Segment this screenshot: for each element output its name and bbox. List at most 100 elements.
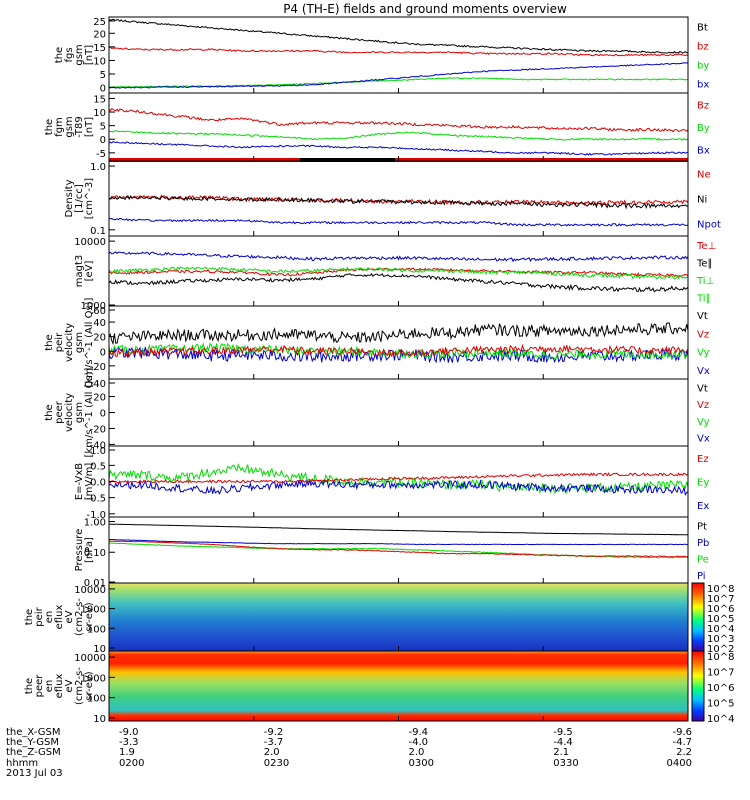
footer-value-x: -9.6 [672,727,692,738]
y-tick-label: 15 [93,94,106,105]
y-axis-label: peer [34,674,45,698]
y-tick-label: 0 [100,135,106,146]
series-line-bz [109,47,689,57]
panel-frame [108,305,689,380]
y-tick-label: 100 [87,624,106,635]
panel-8: 1.00 0.10 0.01 Pressure [nPa] Pt Pb Pe Pi [74,516,709,589]
y-tick-label: 1.0 [90,446,106,457]
y-axis-label: -T89 [74,116,85,138]
footer-value-y: -4.4 [553,737,573,748]
y-axis-label: [km/s^-1 (All Qs)] [84,367,95,457]
y-tick-label: 10 [93,108,106,119]
legend-entry: Bz [697,100,709,111]
colorbar-scale [691,650,705,722]
series-line-pe [108,542,689,559]
series-line-vt [108,322,689,346]
series-line-ti [108,251,689,263]
colorbar-tick-label: 10^8 [707,652,734,663]
series-line-te [108,273,689,293]
y-tick-label: 10000 [74,237,106,248]
legend-entry: By [697,123,710,134]
y-axis-label: the [44,404,55,420]
y-axis-label: eV [64,679,75,692]
y-axis-label: gsm [64,116,75,137]
legend-entry: Vz [697,400,709,411]
legend-entry: Vx [697,434,710,445]
series-line-ni [109,195,689,210]
y-tick-label: 1.0 [90,162,106,173]
panel-frame [108,516,689,584]
footer-value-x: -9.4 [409,727,429,738]
legend-entry: Vx [697,366,710,377]
y-axis-label: [eV] [84,261,95,282]
y-tick-label: 15 [93,43,106,54]
series-line-vz [108,343,689,358]
legend-entry: Ex [697,501,709,512]
legend-entry: Vt [697,311,708,322]
legend-entry: Bx [697,146,710,157]
series-line-bz [108,107,689,133]
y-axis-label: (cm2-s- [74,667,85,705]
legend-entry: Ne [697,170,711,181]
y-tick-label: 0.0 [90,478,106,489]
colorbar: 10^8 10^7 10^6 10^5 10^4 [691,650,734,725]
footer-value-t: 0330 [553,758,578,769]
footer-value-z: 1.9 [119,747,135,758]
y-tick-label: 0 [100,84,106,95]
legend-entry: Te∥ [696,258,713,269]
y-axis-label: [cm^-3] [84,178,95,219]
y-axis-label: gsm [74,402,85,423]
y-axis-label: velocity [64,393,75,432]
y-axis-label: the [24,609,35,625]
series-line-ey [108,463,689,494]
y-axis-label: sr-eV) [84,602,95,631]
footer-value-y: -4.0 [409,737,429,748]
panel-frame [108,378,689,447]
y-tick-label: 10000 [74,653,106,664]
footer-value-x: -9.0 [119,727,139,738]
footer-row-label: hhmm [6,758,38,769]
legend-entry: Bt [697,23,708,34]
panel-4: 10000 1000 magt3 [eV] Te⊥ Te∥ Ti⊥ Ti∥ [74,235,716,312]
y-tick-label: -20 [90,424,106,435]
legend-entry: Ni [697,195,707,206]
footer-value-y: -3.7 [264,737,284,748]
y-axis-label: the [44,119,55,135]
footer-value-x: -9.2 [264,727,284,738]
y-tick-label: -40 [90,440,106,451]
footer-value-t: 0400 [667,758,692,769]
colorbar-tick-label: 10^4 [707,714,734,725]
y-tick-label: 60 [93,306,106,317]
panel-6: 40 20 0 -20 -40 the peer velocity gsm [km/s^-1 (A… [44,367,710,457]
series-line-ti [108,266,689,280]
colorbar-tick-label: 10^2 [707,644,734,655]
footer-value-y: -4.7 [672,737,692,748]
series-line-npot [108,217,689,227]
y-axis-label: [mV/m] [84,463,95,501]
panel-2: 15 10 5 0 -5 the fgm gsm -T89 [nT] Bz By Bx [44,92,710,162]
colorbar-tick-label: 10^7 [707,668,734,679]
legend-entry: Ey [697,478,709,489]
panel-frame [108,92,689,162]
y-axis-label: gsm [74,44,85,65]
y-axis-label: eflux [54,674,65,699]
y-axis-label: E=-VxB [74,463,85,500]
spectrogram-image [109,651,688,721]
y-axis-label: eflux [54,605,65,630]
y-tick-label: 40 [93,318,106,329]
y-axis-label: gsm [74,332,85,353]
y-axis-label: magt3 [74,255,85,288]
legend-entry: Vt [697,383,708,394]
y-axis-label: [nT] [84,117,95,137]
colorbar-tick-label: 10^3 [707,634,734,645]
y-axis-label: Density [64,179,75,217]
panel-10: 10000 1000 100 10 the peer en eflux eV (cm2-s-sr-… [24,650,734,725]
y-axis-label: the [24,678,35,694]
y-axis-label: peer [54,400,65,424]
y-axis-label: the [44,334,55,350]
y-axis-label: [1/cc] [74,184,85,213]
y-axis-label: (cm2-s- [74,598,85,636]
legend-entry: Npot [697,220,721,231]
legend-entry: bx [697,80,709,91]
